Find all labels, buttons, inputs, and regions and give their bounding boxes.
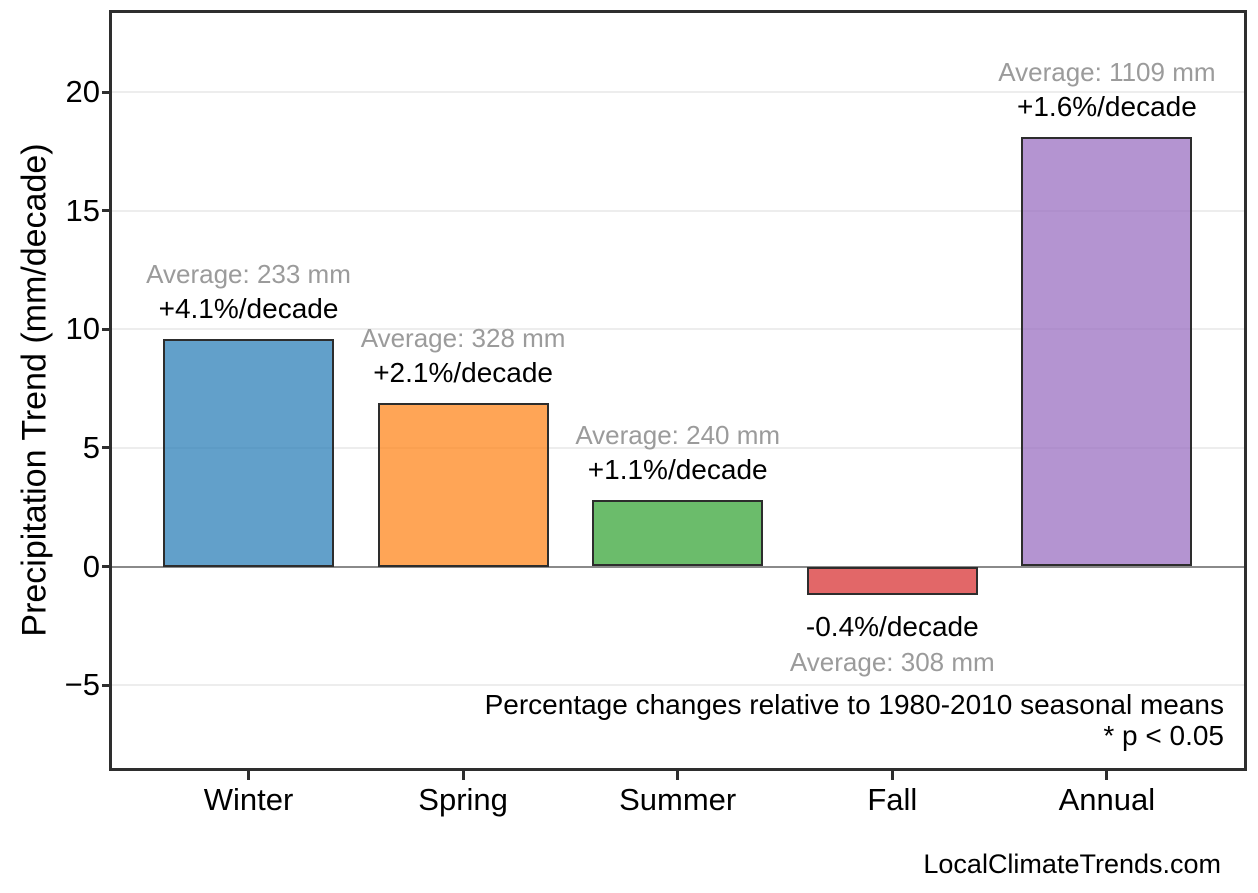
annotation-trend-spring: +2.1%/decade	[373, 356, 553, 388]
annotation-average-fall: Average: 308 mm	[789, 646, 995, 677]
bar-annual	[1021, 137, 1193, 567]
x-tick-label-annual: Annual	[1058, 782, 1156, 817]
annotation-average-annual: Average: 1109 mm	[998, 57, 1216, 88]
gridline-y15	[112, 209, 1244, 212]
bar-annotation-spring: Average: 328 mm +2.1%/decade	[361, 321, 566, 391]
y-tick-label-10: 10	[65, 311, 100, 347]
y-tick-label-0: 0	[82, 548, 100, 584]
footnote-line-1: Percentage changes relative to 1980-2010…	[484, 689, 1224, 720]
y-tick-mark--5	[102, 683, 112, 687]
gridline-y10	[112, 328, 1244, 331]
x-tick-label-fall: Fall	[867, 782, 918, 817]
gridline-y20	[112, 91, 1244, 94]
annotation-trend-annual: +1.6%/decade	[1016, 91, 1197, 123]
y-tick-mark-0	[102, 565, 112, 568]
bar-annotation-winter: Average: 233 mm +4.1%/decade	[146, 257, 351, 327]
x-tick-mark-summer	[676, 771, 680, 780]
zero-line	[112, 565, 1244, 568]
x-tick-mark-fall	[890, 771, 894, 780]
bar-annotation-annual: Average: 1109 mm +1.6%/decade	[998, 55, 1215, 125]
bar-winter	[163, 338, 334, 567]
y-tick-label-5: 5	[82, 429, 100, 465]
footnote: Percentage changes relative to 1980-2010…	[485, 689, 1224, 751]
annotation-average-winter: Average: 233 mm	[146, 258, 351, 289]
y-tick-mark-20	[102, 90, 112, 94]
bar-annotation-fall: -0.4%/decade Average: 308 mm	[790, 609, 995, 679]
bar-spring	[377, 402, 549, 567]
x-tick-label-spring: Spring	[418, 782, 508, 817]
annotation-trend-fall: -0.4%/decade	[805, 610, 979, 642]
plot-area: Average: 233 mm +4.1%/decade Average: 328 …	[109, 10, 1247, 771]
bar-summer	[592, 500, 764, 567]
x-tick-mark-annual	[1105, 771, 1109, 780]
y-tick-mark-15	[102, 209, 112, 213]
x-tick-mark-spring	[461, 771, 465, 780]
bar-annotation-summer: Average: 240 mm +1.1%/decade	[575, 418, 780, 488]
annotation-trend-summer: +1.1%/decade	[587, 454, 768, 486]
x-tick-label-winter: Winter	[203, 782, 294, 817]
annotation-average-spring: Average: 328 mm	[360, 322, 566, 353]
gridline-y5	[112, 446, 1244, 449]
x-tick-label-summer: Summer	[619, 782, 737, 817]
y-tick-label-15: 15	[65, 192, 100, 228]
x-tick-mark-winter	[247, 771, 250, 780]
annotation-trend-winter: +4.1%/decade	[158, 292, 339, 324]
watermark: LocalClimateTrends.com	[923, 849, 1221, 879]
gridline-y-5	[112, 684, 1244, 687]
footnote-line-2: * p < 0.05	[1103, 720, 1224, 751]
y-tick-label--5: −5	[64, 667, 100, 703]
bar-fall	[806, 566, 978, 595]
y-tick-label-20: 20	[65, 74, 100, 110]
y-tick-mark-5	[102, 446, 112, 450]
y-tick-mark-10	[102, 327, 112, 331]
annotation-average-summer: Average: 240 mm	[575, 420, 781, 451]
